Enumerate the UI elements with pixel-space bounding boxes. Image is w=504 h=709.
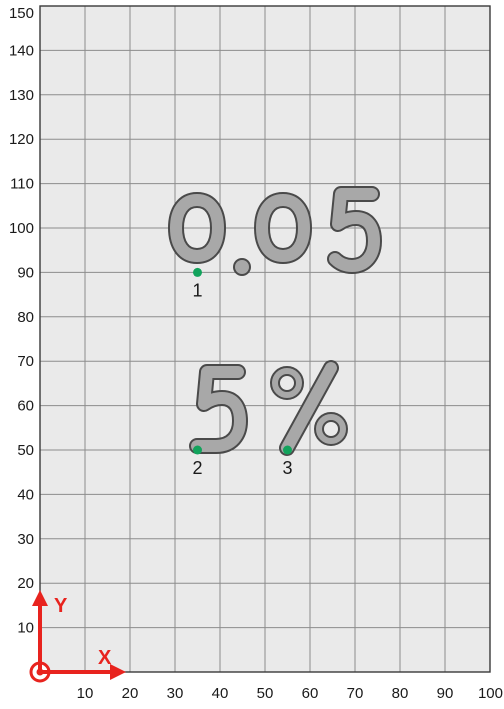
y-tick-label: 130 [9,87,34,104]
x-tick-label: 40 [212,685,229,702]
y-tick-label: 80 [17,309,34,326]
reference-point-label: 1 [192,280,202,300]
x-tick-label: 30 [167,685,184,702]
reference-point-label: 2 [192,458,202,478]
x-axis-label: X [98,647,112,669]
glyph-five [329,188,380,272]
x-tick-label: 80 [392,685,409,702]
glyph-percent-lower-ring [316,414,346,444]
y-tick-label: 60 [17,398,34,415]
y-tick-label: 70 [17,353,34,370]
origin-axis-indicator: X Y [29,590,126,683]
x-tick-label: 60 [302,685,319,702]
y-tick-label: 100 [9,220,34,237]
reference-point-label: 3 [282,458,292,478]
glyph-decimal-point [235,260,249,274]
y-tick-label: 150 [9,5,34,22]
x-tick-label: 50 [257,685,274,702]
reference-points: 1 2 3 [192,267,293,478]
y-tick-label: 10 [17,620,34,637]
engraved-text [168,186,382,456]
glyph-percent-slash [281,362,337,454]
reference-point-2 [193,445,202,455]
glyph-zero-2 [256,194,310,262]
glyph-percent-upper-ring [272,368,302,398]
engraving-line-2 [189,360,348,456]
x-tick-label: 70 [347,685,364,702]
reference-point-3 [283,445,292,455]
y-tick-label: 20 [17,575,34,592]
tick-labels: 10 20 30 40 50 60 70 80 90 100 10 20 30 40 50 60 70 80 90 1… [9,5,503,702]
x-tick-label: 90 [437,685,454,702]
engraving-line-1 [168,186,382,276]
glyph-zero [170,194,224,262]
reference-point-1 [193,267,202,277]
y-tick-label: 120 [9,131,34,148]
y-axis-arrowhead [32,590,48,606]
y-tick-label: 110 [10,176,34,193]
x-axis-arrowhead [110,664,126,680]
x-tick-label: 20 [122,685,139,702]
work-area-border [39,5,491,673]
x-tick-label: 10 [77,685,94,702]
glyph-five-large [191,366,246,452]
grid-lines [40,6,490,672]
y-tick-label: 50 [17,442,34,459]
x-tick-label: 100 [478,685,503,702]
y-tick-label: 90 [17,264,34,281]
y-tick-label: 30 [17,531,34,548]
y-tick-label: 140 [9,42,34,59]
y-axis-label: Y [54,595,68,617]
y-tick-label: 40 [17,486,34,503]
